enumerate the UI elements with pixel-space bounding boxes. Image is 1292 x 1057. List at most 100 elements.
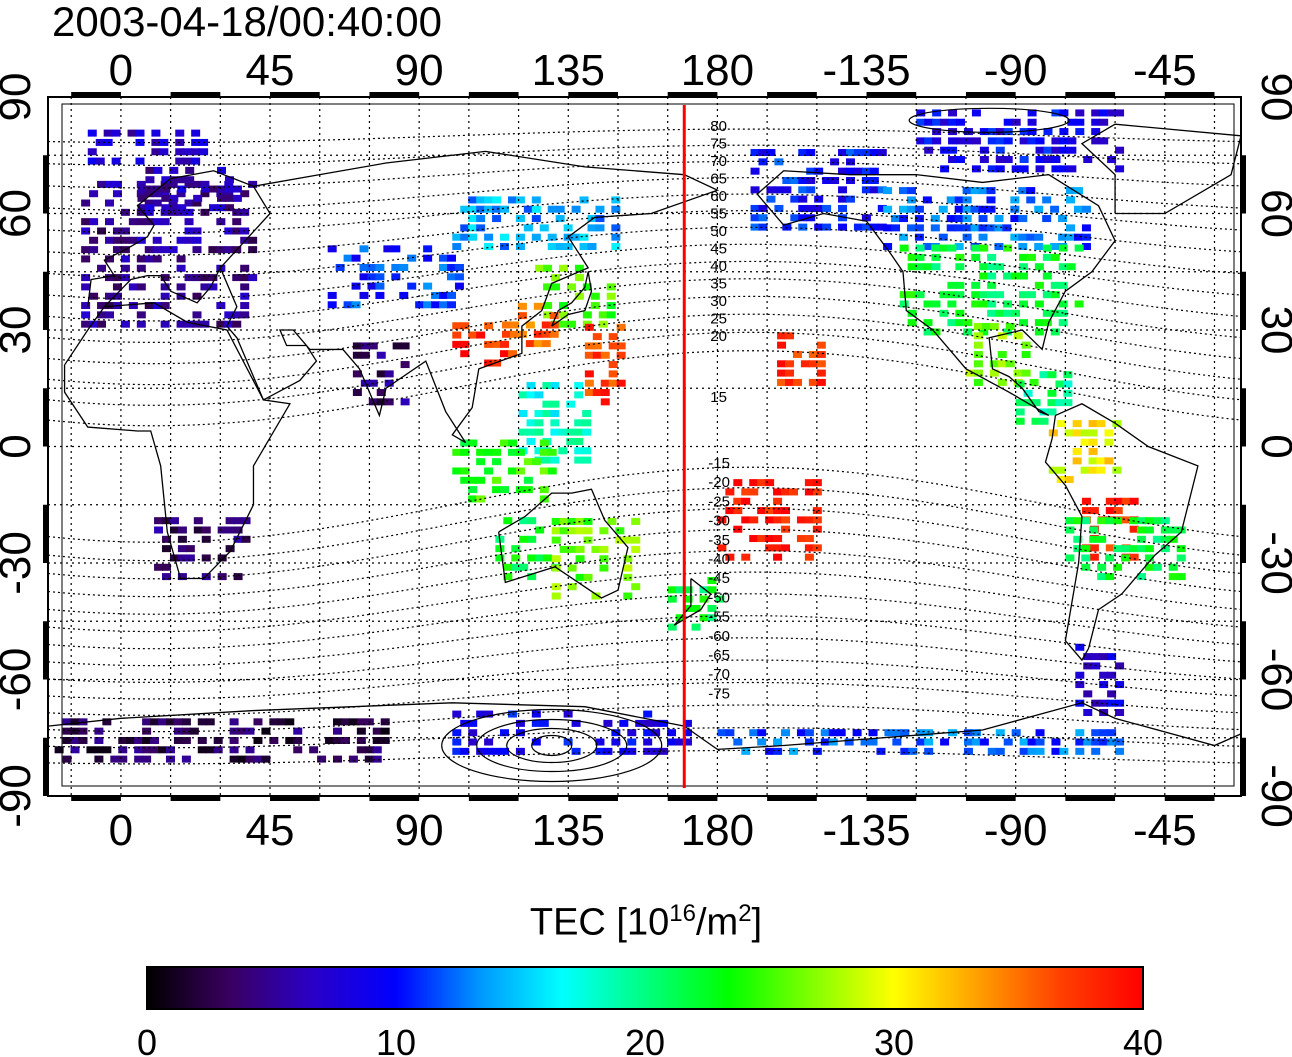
tec-cell: [1058, 233, 1068, 241]
tec-cell: [584, 389, 594, 397]
tec-cell: [1107, 156, 1117, 164]
tec-cell: [838, 167, 848, 175]
tec-cell: [184, 208, 194, 216]
tec-cell: [87, 148, 97, 156]
tec-cell: [1115, 109, 1125, 117]
tec-cell: [525, 340, 535, 348]
tec-cell: [460, 439, 470, 447]
tec-cell: [749, 516, 759, 524]
tec-cell: [623, 564, 633, 572]
tec-cell: [492, 476, 502, 484]
tec-cell: [707, 586, 717, 594]
tec-cell: [750, 186, 760, 194]
tec-cell: [476, 224, 486, 232]
tec-cell: [1023, 389, 1033, 397]
tec-cell: [224, 204, 234, 212]
tec-cell: [773, 516, 783, 524]
tec-cell: [566, 400, 576, 408]
tec-cell: [62, 755, 72, 763]
tec-cell: [177, 185, 187, 193]
tec-cell: [987, 747, 997, 755]
tec-cell: [667, 595, 677, 603]
tec-cell: [332, 718, 342, 726]
antarctica-coast: [48, 702, 1241, 751]
tec-cell: [224, 194, 234, 202]
tec-cell: [112, 180, 122, 188]
tec-cell: [627, 729, 637, 737]
tec-cell: [773, 544, 783, 552]
tec-cell: [962, 224, 972, 232]
tec-cell: [327, 245, 337, 253]
tec-cell: [217, 204, 227, 212]
tec-cell: [956, 156, 966, 164]
tec-cell: [527, 554, 537, 562]
tec-cell: [495, 554, 505, 562]
tec-cell: [547, 467, 557, 475]
tec-cell: [955, 253, 965, 261]
tec-cell: [788, 488, 798, 496]
tec-cell: [1050, 281, 1060, 289]
tec-cell: [1013, 332, 1023, 340]
tec-region-antarctica-west: [54, 718, 390, 763]
tec-cell: [1051, 146, 1061, 154]
africa-coast: [63, 302, 291, 580]
tec-cell: [869, 176, 879, 184]
contour-label: 60: [710, 188, 727, 205]
tec-cell: [995, 165, 1005, 173]
tec-cell: [962, 196, 972, 204]
tec-cell: [940, 146, 950, 154]
tec-cell: [844, 738, 854, 746]
tec-cell: [531, 233, 541, 241]
tec-cell: [372, 727, 382, 735]
tec-cell: [973, 341, 983, 349]
tec-cell: [360, 342, 370, 350]
tec-cell: [757, 507, 767, 515]
tec-cell: [838, 214, 848, 222]
contour-label: -65: [708, 647, 730, 664]
tec-cell: [376, 370, 386, 378]
tec-cell: [838, 186, 848, 194]
tec-cell: [81, 283, 91, 291]
tec-cell: [551, 517, 561, 525]
tec-cell: [154, 526, 164, 534]
tec-cell: [511, 554, 521, 562]
tec-cell: [452, 747, 462, 755]
tec-cell: [229, 727, 239, 735]
tec-cell: [808, 378, 818, 386]
tec-cell: [584, 323, 594, 331]
tec-cell: [987, 128, 997, 136]
tec-cell: [615, 536, 625, 544]
tec-cell: [559, 545, 569, 553]
tec-cell: [446, 263, 456, 271]
tec-cell: [1035, 137, 1045, 145]
tec-cell: [816, 378, 826, 386]
tec-cell: [476, 458, 486, 466]
tec-cell: [176, 236, 186, 244]
tec-cell: [192, 236, 202, 244]
tec-cell: [446, 273, 456, 281]
tec-cell: [804, 553, 814, 561]
tec-cell: [400, 398, 410, 406]
tec-cell: [446, 291, 456, 299]
tec-cell: [1113, 507, 1123, 515]
tec-cell: [531, 738, 541, 746]
tec-cell: [1035, 747, 1045, 755]
left-lat-tick-label: 30: [0, 306, 40, 355]
tec-cell: [127, 129, 137, 137]
bottom-tick-bar: [667, 796, 718, 801]
tec-cell: [1042, 253, 1052, 261]
tec-cell: [806, 176, 816, 184]
tec-cell: [1047, 399, 1057, 407]
tec-cell: [962, 205, 972, 213]
tec-cell: [1015, 399, 1025, 407]
tec-cell: [997, 332, 1007, 340]
contour-label: -50: [708, 589, 730, 606]
tec-cell: [750, 223, 760, 231]
tec-cell: [224, 176, 234, 184]
tec-cell: [1115, 699, 1125, 707]
tec-cell: [89, 292, 99, 300]
tec-cell: [431, 301, 441, 309]
right-lat-tick-label: -90: [1252, 764, 1292, 828]
tec-region-arctic-europe: [87, 129, 209, 165]
contour-label: -40: [708, 551, 730, 568]
